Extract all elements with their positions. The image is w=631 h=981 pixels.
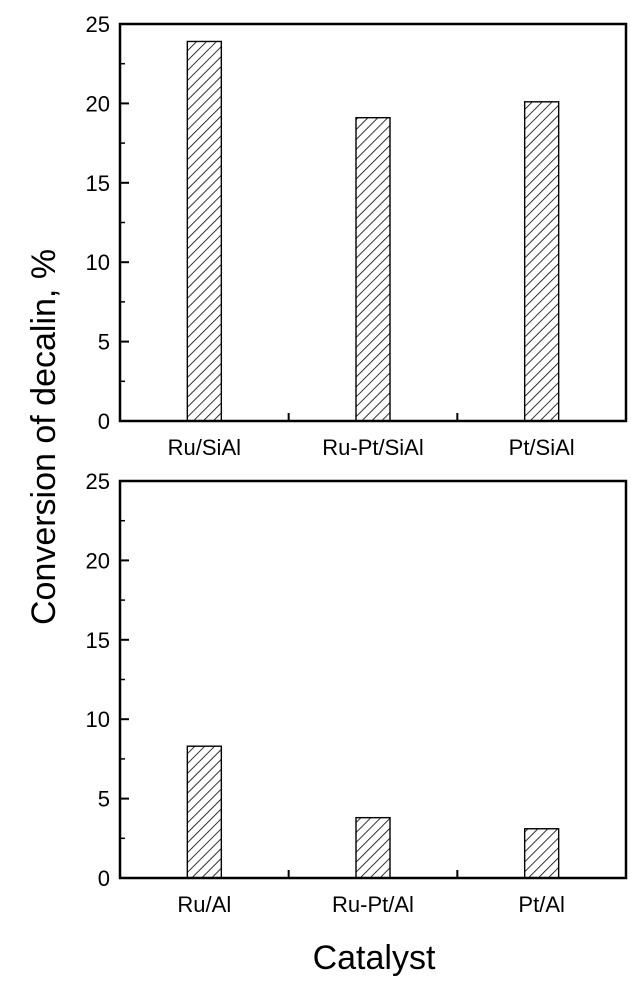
- y-tick-label: 0: [98, 409, 110, 434]
- y-tick-label: 5: [98, 330, 110, 355]
- bar: [525, 102, 559, 421]
- y-tick-label: 20: [86, 548, 110, 573]
- x-tick-label: Ru/SiAl: [168, 435, 241, 460]
- x-tick-label: Ru/Al: [177, 892, 231, 917]
- y-axis-title: Conversion of decalin, %: [25, 249, 63, 625]
- x-tick-label: Ru-Pt/Al: [332, 892, 414, 917]
- bar: [525, 829, 559, 878]
- bar: [187, 41, 221, 421]
- x-tick-label: Pt/SiAl: [509, 435, 575, 460]
- x-tick-label: Ru-Pt/SiAl: [322, 435, 423, 460]
- bar: [187, 746, 221, 878]
- y-tick-label: 10: [86, 250, 110, 275]
- y-tick-label: 10: [86, 707, 110, 732]
- x-tick-label: Pt/Al: [518, 892, 564, 917]
- bottom-panel: 0 5 10 15 20 25 Ru/Al Ru-Pt/Al Pt/Al: [86, 469, 626, 917]
- bar: [356, 818, 390, 878]
- y-tick-label: 25: [86, 12, 110, 37]
- bar: [356, 118, 390, 421]
- y-tick-label: 25: [86, 469, 110, 494]
- y-tick-label: 5: [98, 787, 110, 812]
- y-tick-label: 0: [98, 866, 110, 891]
- y-tick-label: 15: [86, 171, 110, 196]
- x-axis-title: Catalyst: [313, 939, 436, 977]
- top-panel: 0 5 10 15 20 25 Ru/SiAl Ru-Pt/SiAl Pt/SiAl: [86, 12, 626, 460]
- y-tick-label: 20: [86, 91, 110, 116]
- y-tick-label: 15: [86, 628, 110, 653]
